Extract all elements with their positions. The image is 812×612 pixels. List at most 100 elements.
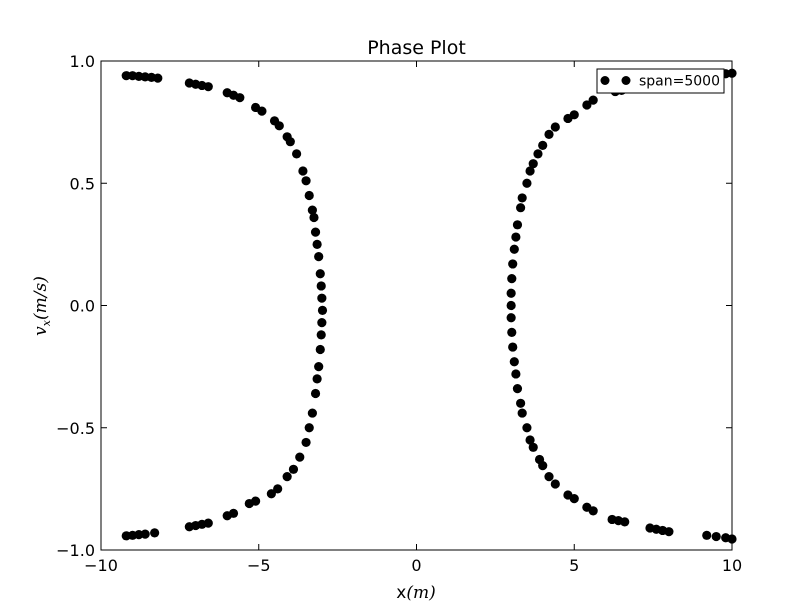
data-point (517, 193, 527, 203)
data-point (121, 531, 131, 541)
x-tick-label: 10 (722, 556, 742, 575)
data-point (317, 318, 327, 328)
data-point (266, 489, 276, 499)
legend: span=5000 (596, 68, 725, 94)
data-point (304, 423, 314, 433)
data-point (317, 305, 328, 315)
legend-box (596, 68, 725, 94)
x-tick-label: 0 (411, 556, 421, 575)
data-point (301, 437, 311, 448)
data-point (645, 523, 655, 533)
y-axis-label-unit: (m/s) (31, 276, 51, 320)
data-point (244, 498, 254, 509)
data-point (509, 244, 519, 254)
data-point (307, 408, 317, 418)
data-point (528, 159, 538, 169)
data-point (310, 388, 321, 399)
y-tick-label: 0.0 (70, 297, 95, 316)
data-point (711, 531, 721, 542)
data-point (506, 288, 516, 298)
y-axis-label: vx(m/s) (31, 276, 53, 336)
data-point (727, 534, 737, 544)
data-point (507, 327, 517, 337)
data-point (563, 490, 573, 500)
data-point (312, 374, 322, 384)
data-point (506, 300, 516, 311)
legend-marker-left (600, 76, 610, 85)
data-point (295, 452, 305, 462)
data-point (304, 190, 314, 201)
data-point (511, 369, 521, 379)
axis-ticks: −10 −5 0 5 10 1.0 0.5 0.0 −0.5 −1.0 (56, 52, 742, 575)
data-point (301, 176, 311, 186)
data-point (506, 313, 516, 323)
data-point (273, 484, 283, 494)
data-point (522, 423, 532, 433)
data-point (522, 178, 532, 188)
data-point (314, 252, 324, 262)
data-point (309, 212, 319, 223)
data-point (292, 149, 302, 159)
data-point (316, 281, 326, 291)
data-point (528, 442, 538, 452)
data-point (307, 205, 317, 215)
data-point (525, 166, 535, 176)
data-point (298, 166, 308, 176)
data-point (588, 95, 598, 105)
data-point (511, 232, 521, 242)
x-axis-label: x(m) (396, 583, 435, 603)
data-point (315, 269, 325, 279)
data-point (507, 274, 517, 284)
data-point (569, 110, 579, 120)
data-point (285, 137, 295, 147)
x-tick-label: 5 (569, 556, 579, 575)
plot-area-frame (100, 60, 733, 551)
y-tick-label: −1.0 (56, 541, 95, 560)
data-point (184, 522, 194, 532)
data-point (282, 472, 292, 482)
y-axis-label-sub: x (40, 319, 53, 326)
data-point (525, 435, 535, 445)
data-point (512, 220, 523, 230)
y-axis-label-main: v (31, 326, 51, 336)
data-point (274, 121, 284, 131)
data-point (544, 472, 554, 482)
data-point (508, 342, 518, 352)
data-point (203, 82, 213, 92)
data-point (121, 71, 131, 81)
data-point (312, 239, 322, 249)
data-point (222, 511, 232, 521)
data-point (517, 408, 527, 418)
data-point (317, 293, 327, 303)
data-point (533, 149, 543, 159)
data-point (534, 454, 545, 465)
data-point (727, 68, 737, 78)
data-point (516, 203, 526, 213)
data-point (235, 93, 245, 103)
data-point (550, 479, 560, 489)
legend-marker-right (621, 76, 631, 85)
chart-title: Phase Plot (367, 37, 466, 59)
data-point (538, 140, 548, 150)
x-tick-label: −10 (84, 556, 118, 575)
data-point (607, 514, 617, 525)
data-point (512, 384, 523, 394)
data-point (150, 528, 160, 538)
data-point (314, 362, 324, 372)
y-tick-label: 0.5 (70, 174, 95, 193)
y-tick-label: 1.0 (70, 52, 95, 71)
legend-label: span=5000 (639, 74, 720, 90)
data-point (582, 100, 592, 110)
data-point (315, 344, 325, 355)
x-axis-label-main: x (396, 583, 406, 603)
data-point (582, 502, 592, 512)
data-point (509, 357, 519, 367)
data-point (508, 259, 518, 269)
y-tick-label: −0.5 (56, 419, 95, 438)
data-point (544, 129, 554, 139)
data-point (550, 122, 560, 132)
data-point (310, 227, 321, 237)
data-point (288, 464, 299, 474)
